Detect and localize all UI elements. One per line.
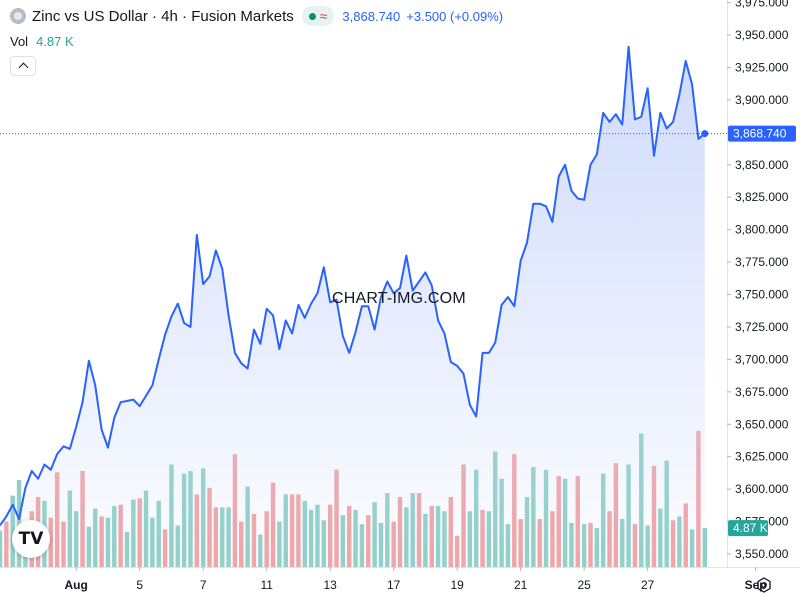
x-tick-label: 19 [450, 578, 464, 592]
y-tick-label: 3,900.000 [735, 93, 789, 107]
x-tick-label: 25 [577, 578, 591, 592]
y-tick-label: 3,950.000 [735, 28, 789, 42]
price-tag: 3,868.740 [728, 125, 796, 142]
x-tick-label: 27 [641, 578, 655, 592]
x-tick-label: 11 [260, 578, 273, 592]
svg-text:3,868.740: 3,868.740 [733, 127, 787, 141]
gear-icon[interactable] [756, 577, 772, 593]
symbol-title[interactable]: Zinc vs US Dollar · 4h · Fusion Markets [32, 7, 294, 25]
y-tick-label: 3,850.000 [735, 158, 789, 172]
y-tick-label: 3,925.000 [735, 60, 789, 74]
price-area-fill [0, 46, 705, 567]
volume-value: 4.87 K [36, 34, 74, 49]
x-tick-label: 21 [514, 578, 528, 592]
y-tick-label: 3,600.000 [735, 482, 789, 496]
y-tick-label: 3,550.000 [735, 547, 789, 561]
watermark: CHART-IMG.COM [332, 290, 466, 307]
collapse-legend-button[interactable] [10, 56, 36, 76]
y-tick-label: 3,775.000 [735, 255, 789, 269]
y-tick-label: 3,825.000 [735, 190, 789, 204]
x-tick-label: Aug [65, 578, 88, 592]
y-tick-label: 3,675.000 [735, 385, 789, 399]
y-tick-label: 3,625.000 [735, 450, 789, 464]
last-price-dot [701, 130, 709, 138]
x-tick-label: 13 [323, 578, 337, 592]
symbol-icon [10, 8, 26, 24]
legend-last-price: 3,868.740 [342, 8, 401, 24]
market-open-dot-icon [308, 12, 316, 20]
volume-legend: Vol 4.87 K [10, 34, 74, 49]
price-line [0, 45, 706, 527]
market-status-pill[interactable]: ≈ [301, 6, 335, 26]
y-tick-label: 3,700.000 [735, 352, 789, 366]
x-tick-label: 5 [136, 578, 143, 592]
y-tick-label: 3,750.000 [735, 288, 789, 302]
y-tick-label: 3,650.000 [735, 417, 789, 431]
y-tick-label: 3,800.000 [735, 223, 789, 237]
chevron-up-icon [18, 62, 28, 73]
x-tick-label: Sep [745, 578, 767, 592]
legend-change: +3.500 (+0.09%) [406, 8, 504, 24]
wave-icon: ≈ [319, 8, 328, 24]
volume-label: Vol [10, 34, 29, 49]
volume-tag: 4.87 K [728, 520, 768, 537]
y-tick-label: 3,975.000 [735, 0, 789, 10]
x-tick-label: 7 [200, 578, 207, 592]
svg-text:4.87 K: 4.87 K [733, 521, 768, 535]
chart-legend: Zinc vs US Dollar · 4h · Fusion Markets … [10, 6, 503, 26]
tradingview-logo[interactable]: TV [12, 520, 50, 558]
x-tick-label: 17 [387, 578, 401, 592]
y-tick-label: 3,725.000 [735, 320, 789, 334]
